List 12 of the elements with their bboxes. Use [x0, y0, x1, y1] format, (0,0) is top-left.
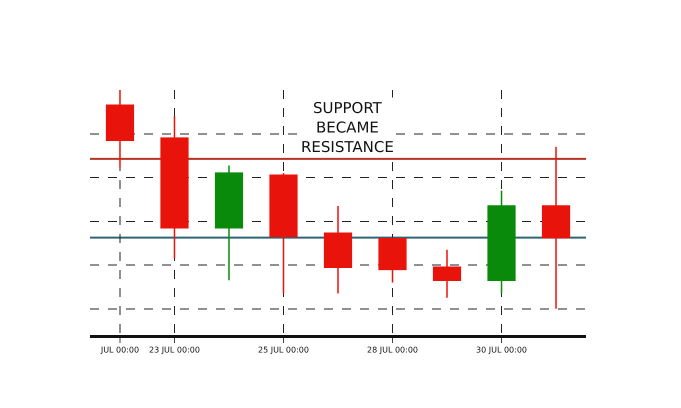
x-tick-label: JUL 00:00: [100, 346, 140, 355]
x-tick-label: 25 JUL 00:00: [258, 346, 309, 355]
annotation: SUPPORT BECAME RESISTANCE: [301, 99, 394, 156]
x-tick-label: 30 JUL 00:00: [476, 346, 528, 355]
candlestick: [378, 236, 407, 284]
x-tick-label: 23 JUL 00:00: [148, 346, 200, 355]
candlestick: [106, 90, 134, 168]
candlestick: [542, 146, 570, 310]
candlestick: [324, 205, 352, 294]
candlestick: [432, 248, 462, 299]
x-tick-label: 28 JUL 00:00: [367, 346, 418, 355]
candlestick: [214, 164, 244, 282]
